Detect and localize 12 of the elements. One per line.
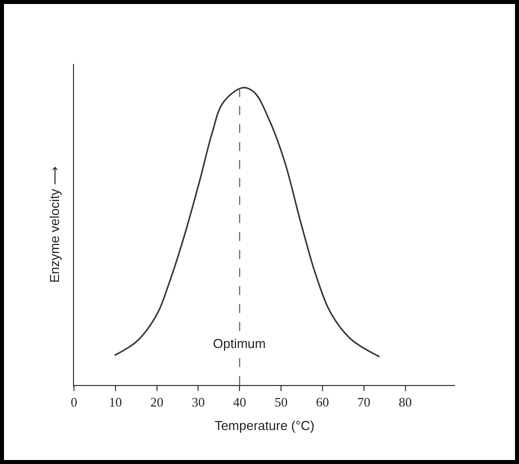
x-tick-label: 40 [233,394,246,410]
x-tick-label: 50 [274,394,288,410]
x-tick-label: 70 [357,394,370,410]
x-tick-label: 80 [398,394,412,410]
x-tick-label: 30 [192,394,205,410]
x-tick-label: 20 [150,394,164,410]
x-tick-label: 60 [316,394,329,410]
x-tick-label: 0 [70,394,78,410]
x-tick-label: 10 [108,394,122,410]
y-axis-title: Enzyme velocity ⟶ [46,166,62,283]
x-axis-title: Temperature (°C) [214,418,314,434]
ref-line-label: Optimum [213,336,266,351]
